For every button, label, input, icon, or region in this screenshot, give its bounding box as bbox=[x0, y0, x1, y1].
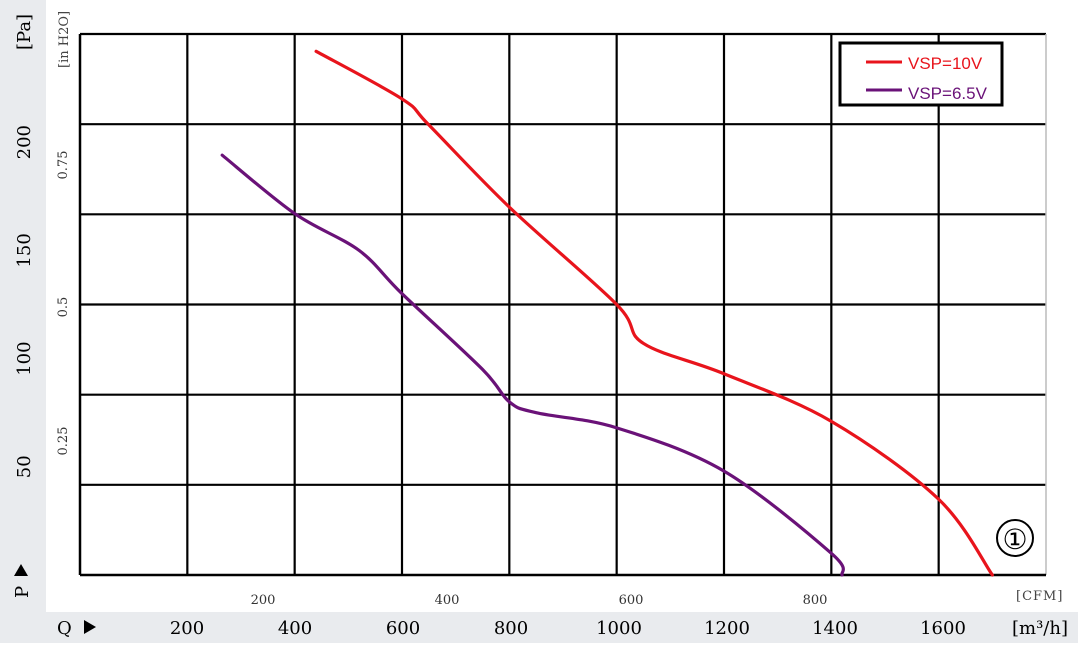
legend-label-vsp-10v: VSP=10V bbox=[908, 54, 983, 73]
y2-tick-label: 0.75 bbox=[56, 151, 71, 180]
x-tick-label: 800 bbox=[494, 618, 528, 639]
plot-frame bbox=[78, 32, 1047, 577]
y-axis-prefix: P bbox=[12, 586, 33, 598]
series-line-vsp-10v bbox=[314, 49, 994, 577]
y-axis-unit-label: [Pa] bbox=[14, 14, 35, 50]
y2-tick-label-group: 0.25 bbox=[56, 427, 71, 456]
x2-tick-labels: 200 400 600 800 bbox=[251, 593, 828, 608]
x-axis-unit-label: [m³/h] bbox=[1012, 618, 1068, 639]
y2-tick-label: 0.25 bbox=[56, 427, 71, 456]
x-axis-arrow-icon bbox=[84, 620, 96, 634]
series-curves bbox=[220, 49, 994, 577]
y-tick-label: 50 bbox=[14, 455, 35, 478]
y-tick-label-group: 50 bbox=[14, 455, 35, 478]
y-tick-label-group: 150 bbox=[14, 233, 35, 267]
y-tick-label: 150 bbox=[14, 233, 35, 267]
legend-box bbox=[838, 41, 1004, 107]
x2-tick-label: 200 bbox=[251, 593, 276, 608]
y2-tick-labels: 0.25 0.5 0.75 bbox=[56, 151, 71, 456]
y2-tick-label-group: 0.5 bbox=[56, 297, 71, 318]
y2-axis-unit-label: [in H2O] bbox=[57, 11, 72, 68]
x-tick-label: 200 bbox=[170, 618, 204, 639]
x-axis-prefix: Q bbox=[57, 618, 72, 639]
left-axis-band bbox=[0, 0, 46, 612]
grid-lines bbox=[80, 34, 1046, 575]
curve-number-marker bbox=[996, 519, 1034, 557]
x2-tick-label: 400 bbox=[435, 593, 460, 608]
y-tick-label: 200 bbox=[14, 125, 35, 159]
y-tick-label-group: 100 bbox=[14, 341, 35, 375]
y-tick-labels: 50 100 150 200 bbox=[14, 125, 35, 478]
x2-axis-unit-label: [CFM] bbox=[1016, 589, 1063, 604]
x-tick-label: 1200 bbox=[704, 618, 750, 639]
y2-tick-label-group: 0.75 bbox=[56, 151, 71, 180]
x-tick-label: 400 bbox=[278, 618, 312, 639]
x2-tick-label: 600 bbox=[619, 593, 644, 608]
x-tick-label: 1600 bbox=[920, 618, 966, 639]
y-tick-label-group: 200 bbox=[14, 125, 35, 159]
series-line-vsp-6-5v bbox=[220, 153, 845, 577]
y-axis-arrow-icon bbox=[14, 564, 28, 576]
legend: VSP=10V VSP=6.5V bbox=[838, 41, 1004, 107]
legend-label-vsp-6-5v: VSP=6.5V bbox=[908, 84, 988, 103]
bottom-axis-band bbox=[0, 612, 1078, 643]
x2-tick-label: 800 bbox=[803, 593, 828, 608]
curve-number-label: ① bbox=[1002, 523, 1027, 556]
x-tick-labels: 200 400 600 800 1000 1200 1400 1600 bbox=[170, 618, 966, 639]
x-tick-label: 1000 bbox=[596, 618, 642, 639]
y-tick-label: 100 bbox=[14, 341, 35, 375]
x-tick-label: 600 bbox=[386, 618, 420, 639]
x-tick-label: 1400 bbox=[812, 618, 858, 639]
y2-tick-label: 0.5 bbox=[56, 297, 71, 318]
